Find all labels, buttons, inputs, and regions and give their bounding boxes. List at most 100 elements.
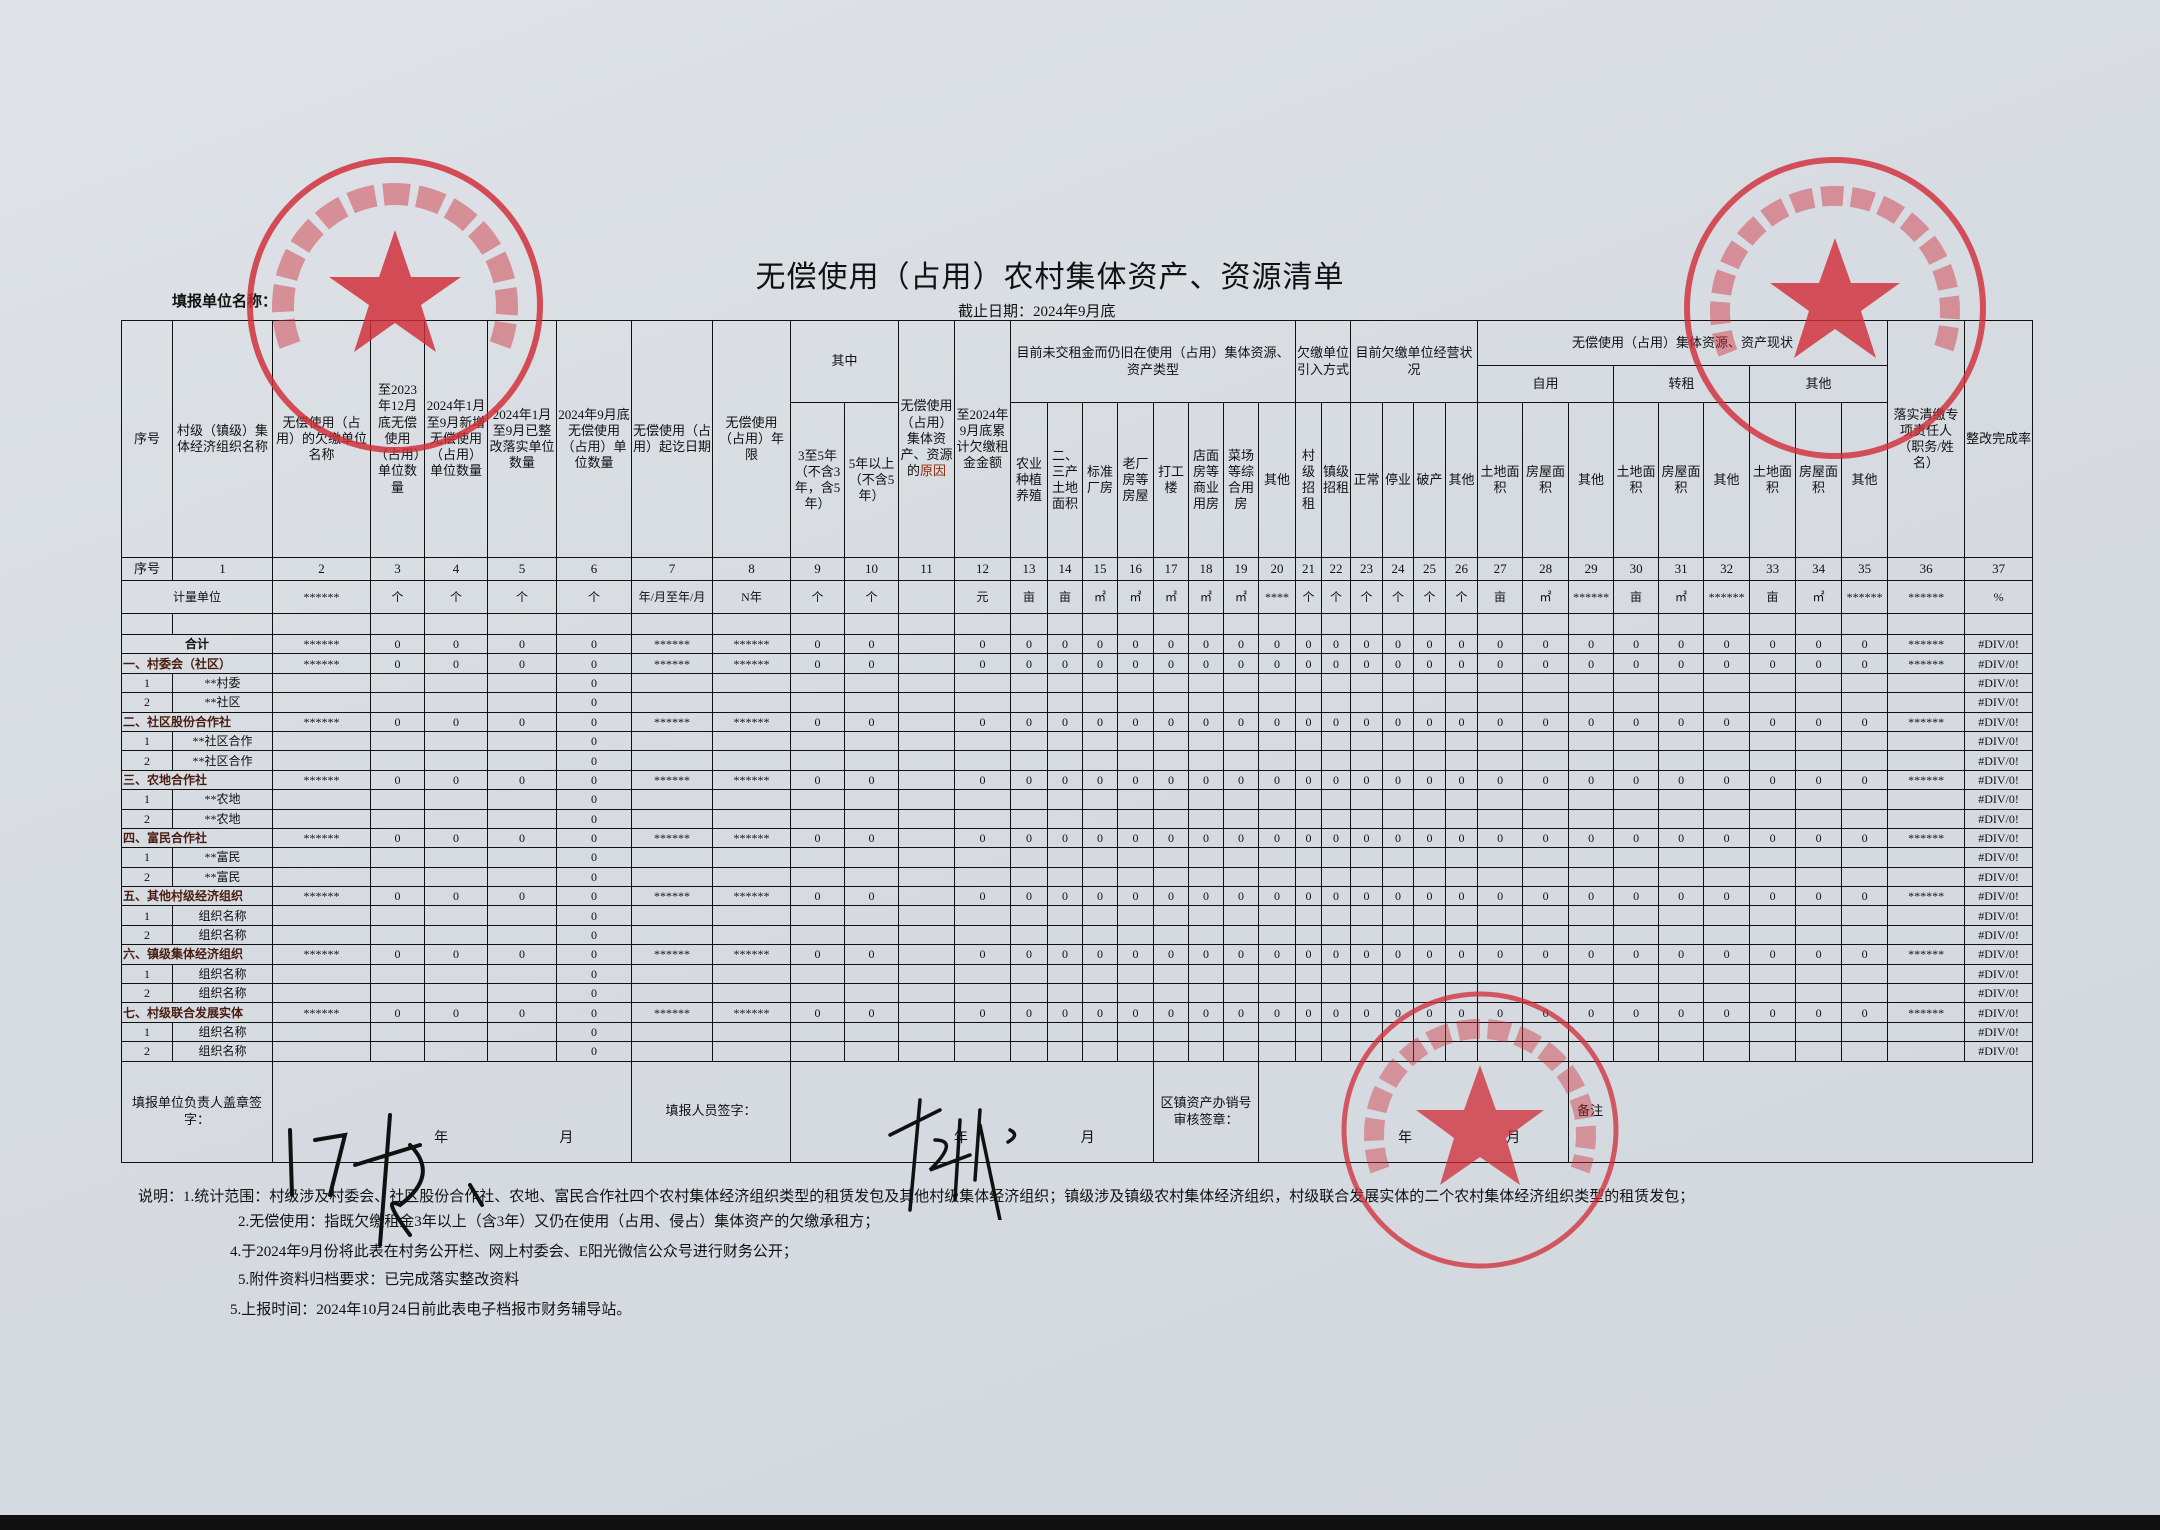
- unit-cell: 亩: [1749, 580, 1797, 614]
- org-name: **社区合作: [172, 750, 273, 771]
- column-number: 17: [1153, 557, 1190, 581]
- empty-cell: [121, 613, 173, 635]
- table-cell: [424, 789, 488, 810]
- column-number: 16: [1117, 557, 1155, 581]
- table-cell: [1477, 750, 1524, 771]
- org-name: **农地: [172, 789, 273, 810]
- table-cell: 0: [1117, 944, 1155, 965]
- table-cell: [1117, 866, 1155, 888]
- table-cell: [1445, 672, 1479, 694]
- table-cell: [1841, 1041, 1889, 1062]
- table-cell: [1795, 1021, 1843, 1043]
- table-cell: [1887, 847, 1966, 868]
- table-cell: #DIV/0!: [1964, 924, 2034, 946]
- header-org-name: 村级（镇级）集体经济组织名称: [172, 320, 273, 558]
- org-name: **社区: [172, 692, 273, 713]
- table-cell: 0: [1445, 1002, 1479, 1023]
- empty-cell: [898, 613, 956, 635]
- org-name: 组织名称: [172, 1021, 273, 1043]
- table-cell: [1010, 692, 1049, 713]
- table-cell: [272, 905, 371, 926]
- table-cell: 0: [1295, 886, 1323, 907]
- table-row: 1 **富民 0 #DIV/0!: [121, 847, 2034, 868]
- table-cell: [790, 1041, 845, 1062]
- table-cell: 0: [556, 1002, 632, 1023]
- table-cell: #DIV/0!: [1964, 750, 2034, 771]
- table-cell: [1350, 983, 1384, 1004]
- table-cell: [1795, 808, 1843, 829]
- table-cell: [1613, 808, 1660, 829]
- table-cell: [1613, 789, 1660, 810]
- table-cell: [1223, 692, 1260, 713]
- table-cell: [1188, 789, 1225, 810]
- table-cell: 0: [370, 653, 425, 674]
- table-cell: [1295, 963, 1323, 985]
- table-cell: 0: [1749, 653, 1797, 674]
- table-cell: [487, 847, 557, 868]
- table-cell: 0: [556, 963, 632, 985]
- table-cell: 0: [1117, 653, 1155, 674]
- table-cell: 0: [1188, 769, 1225, 791]
- unit-cell: 个: [1413, 580, 1447, 614]
- table-cell: 0: [1047, 827, 1084, 849]
- table-cell: [1082, 808, 1119, 829]
- table-cell: 0: [1350, 827, 1384, 849]
- table-cell: [843, 963, 900, 985]
- table-cell: [1295, 808, 1323, 829]
- table-cell: 0: [1350, 711, 1384, 732]
- group-row: 二、社区股份合作社 ****** 0 0 0 0 ****** ****** 0 0 0 0 0 0 0 0 0…: [121, 711, 2034, 732]
- table-cell: [424, 1021, 488, 1043]
- table-cell: [1382, 847, 1415, 868]
- table-cell: #DIV/0!: [1964, 672, 2034, 694]
- table-cell: [1258, 866, 1297, 888]
- empty-cell: [1658, 613, 1705, 635]
- table-cell: [1413, 866, 1447, 888]
- empty-cell: [1613, 613, 1660, 635]
- table-cell: [1841, 983, 1889, 1004]
- table-cell: [790, 963, 845, 985]
- table-cell: [712, 750, 791, 771]
- table-cell: 0: [487, 769, 557, 791]
- table-cell: 0: [1258, 827, 1297, 849]
- table-cell: [1795, 963, 1843, 985]
- table-cell: [1887, 924, 1966, 946]
- table-cell: [1445, 808, 1479, 829]
- empty-cell: [556, 613, 632, 635]
- header-debtor-name: 无偿使用（占用）的欠缴单位名称: [272, 320, 371, 558]
- table-cell: #DIV/0!: [1964, 653, 2034, 674]
- table-cell: 0: [1082, 653, 1119, 674]
- table-cell: [1295, 789, 1323, 810]
- column-number: 28: [1522, 557, 1570, 581]
- table-cell: 0: [1703, 633, 1751, 655]
- table-cell: 0: [1010, 827, 1049, 849]
- table-cell: ******: [712, 886, 791, 907]
- table-cell: 0: [1047, 711, 1084, 732]
- group-label: 三、农地合作社: [121, 769, 273, 791]
- table-cell: 0: [1223, 633, 1260, 655]
- table-cell: [1413, 983, 1447, 1004]
- table-cell: [1477, 983, 1524, 1004]
- table-cell: [1749, 730, 1797, 752]
- column-number: 5: [487, 557, 557, 581]
- table-cell: ******: [272, 827, 371, 849]
- table-cell: [1082, 983, 1119, 1004]
- table-cell: [898, 653, 956, 674]
- table-cell: 0: [954, 769, 1012, 791]
- table-cell: 0: [1613, 653, 1660, 674]
- table-cell: 0: [1445, 886, 1479, 907]
- table-cell: 0: [487, 827, 557, 849]
- header-col11: 无偿使用（占用）集体资产、资源的原因: [898, 320, 956, 558]
- table-cell: [1350, 672, 1384, 694]
- table-cell: 0: [954, 1002, 1012, 1023]
- table-cell: [272, 847, 371, 868]
- table-cell: [1188, 905, 1225, 926]
- table-cell: 0: [1188, 827, 1225, 849]
- table-cell: 0: [1613, 711, 1660, 732]
- table-cell: 0: [556, 866, 632, 888]
- table-cell: [1749, 924, 1797, 946]
- unit-head-signature-label: 填报单位负责人盖章签字：: [121, 1060, 273, 1163]
- column-number: 22: [1321, 557, 1352, 581]
- table-cell: [1047, 905, 1084, 926]
- table-cell: [1117, 808, 1155, 829]
- table-cell: 0: [1082, 944, 1119, 965]
